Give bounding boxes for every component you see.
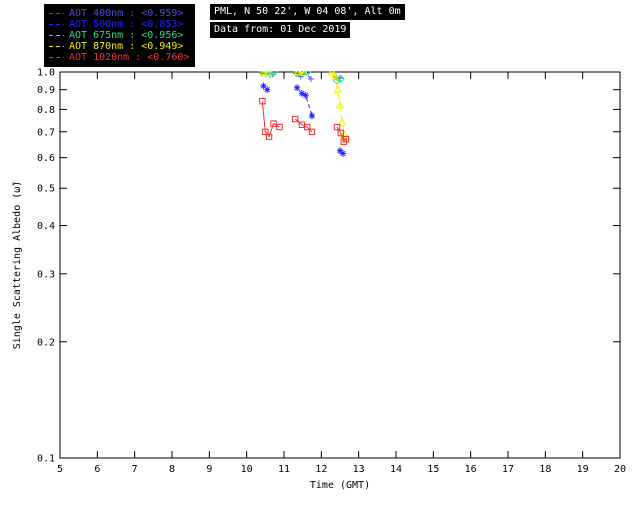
marker-aot-500nm xyxy=(302,91,309,99)
legend-item-400nm: AOT 400nm : <0.959> xyxy=(49,8,189,19)
axis-ticks: 5 6 7 8 9 10 11 12 13 14 15 16 17 18 19 20 1.0 0.9 0.8 0.7 0… xyxy=(37,68,626,476)
series-line-aot-1020nm xyxy=(261,101,280,138)
marker-aot-1020nm xyxy=(333,123,341,131)
marker-aot-1020nm xyxy=(308,128,316,135)
x-tick-label: 5 xyxy=(57,464,63,475)
y-tick-label: 0.8 xyxy=(37,105,55,116)
marker-aot-870nm xyxy=(335,100,345,109)
marker-aot-1020nm xyxy=(270,120,277,127)
marker-aot-500nm xyxy=(298,89,305,97)
marker-aot-500nm xyxy=(309,112,315,120)
marker-aot-1020nm xyxy=(337,129,344,137)
marker-aot-870nm xyxy=(264,71,273,76)
y-tick-label: 0.2 xyxy=(37,337,55,348)
legend-line-sample-400nm xyxy=(49,13,64,14)
legend-item-1020nm: AOT 1020nm : <0.760> xyxy=(49,52,189,63)
y-tick-label: 0.9 xyxy=(37,85,55,96)
marker-aot-500nm xyxy=(260,82,267,90)
x-tick-label: 14 xyxy=(390,464,402,475)
x-tick-label: 11 xyxy=(278,464,290,475)
y-tick-label: 0.6 xyxy=(37,153,55,164)
marker-aot-870nm xyxy=(259,71,268,76)
marker-aot-870nm xyxy=(294,71,303,76)
x-tick-label: 7 xyxy=(132,464,138,475)
legend-box: AOT 400nm : <0.959> AOT 500nm : <0.853> … xyxy=(44,4,196,67)
x-axis-label: Time (GMT) xyxy=(310,480,370,491)
x-tick-label: 6 xyxy=(94,464,100,475)
x-tick-label: 12 xyxy=(315,464,327,475)
series-line-aot-870nm xyxy=(298,71,305,74)
x-tick-label: 16 xyxy=(465,464,477,475)
marker-aot-1020nm xyxy=(259,98,266,105)
x-tick-label: 10 xyxy=(241,464,253,475)
legend-item-500nm: AOT 500nm : <0.853> xyxy=(49,19,189,30)
legend-line-sample-1020nm xyxy=(49,57,64,58)
marker-aot-400nm xyxy=(307,75,314,82)
legend-item-675nm: AOT 675nm : <0.956> xyxy=(49,30,189,41)
marker-aot-1020nm xyxy=(340,138,347,145)
legend-label-870nm: AOT 870nm : <0.949> xyxy=(69,41,184,52)
x-tick-label: 18 xyxy=(539,464,551,475)
marker-aot-500nm xyxy=(294,84,301,92)
date-info: Data from: 01 Dec 2019 xyxy=(210,22,351,38)
data-series xyxy=(258,71,350,157)
y-tick-label: 0.7 xyxy=(37,127,55,138)
station-info: PML, N 50 22', W 04 08', Alt 0m xyxy=(210,4,405,20)
x-tick-label: 9 xyxy=(206,464,212,475)
marker-aot-1020nm xyxy=(265,133,273,140)
plot-area-border xyxy=(59,71,621,459)
y-tick-label: 0.4 xyxy=(37,221,55,232)
legend-label-1020nm: AOT 1020nm : <0.760> xyxy=(69,52,190,63)
y-tick-label: 0.5 xyxy=(37,184,55,195)
marker-aot-870nm xyxy=(300,71,309,76)
marker-aot-675nm xyxy=(258,71,267,77)
marker-aot-1020nm xyxy=(342,135,350,143)
y-tick-label: 0.3 xyxy=(37,269,55,280)
marker-aot-675nm xyxy=(336,74,345,84)
legend-label-500nm: AOT 500nm : <0.853> xyxy=(69,19,184,30)
marker-aot-870nm xyxy=(330,71,339,80)
x-tick-label: 20 xyxy=(614,464,626,475)
marker-aot-675nm xyxy=(269,71,278,77)
legend-item-870nm: AOT 870nm : <0.949> xyxy=(49,41,189,52)
marker-aot-500nm xyxy=(339,149,346,157)
marker-aot-1020nm xyxy=(276,123,283,131)
y-axis-label: Single Scattering Albedo (ω̃) xyxy=(11,181,23,350)
marker-aot-1020nm xyxy=(262,128,269,135)
marker-aot-1020nm xyxy=(292,115,299,123)
legend-line-sample-500nm xyxy=(49,24,64,25)
series-line-aot-500nm xyxy=(296,87,313,116)
legend-label-400nm: AOT 400nm : <0.959> xyxy=(69,8,184,19)
marker-aot-1020nm xyxy=(303,123,311,131)
y-tick-label: 0.1 xyxy=(37,454,55,465)
x-tick-label: 15 xyxy=(427,464,439,475)
series-line-aot-675nm xyxy=(336,78,341,82)
x-tick-label: 13 xyxy=(353,464,365,475)
y-tick-label: 1.0 xyxy=(37,68,55,79)
legend-label-675nm: AOT 675nm : <0.956> xyxy=(69,30,184,41)
marker-aot-870nm xyxy=(333,85,342,93)
marker-aot-500nm xyxy=(264,86,271,94)
x-tick-label: 17 xyxy=(502,464,514,475)
legend-line-sample-870nm xyxy=(49,46,64,47)
x-tick-label: 8 xyxy=(169,464,175,475)
legend-line-sample-675nm xyxy=(49,35,64,36)
x-tick-label: 19 xyxy=(577,464,589,475)
marker-aot-870nm xyxy=(327,71,336,76)
marker-aot-500nm xyxy=(337,147,343,155)
series-line-aot-870nm xyxy=(331,71,347,140)
marker-aot-870nm xyxy=(338,117,347,126)
